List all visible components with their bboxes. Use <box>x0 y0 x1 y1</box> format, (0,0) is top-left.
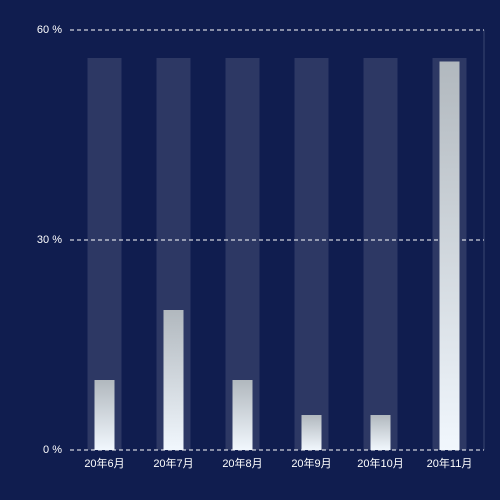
x-tick-label: 20年9月 <box>291 456 331 470</box>
bar <box>370 415 391 450</box>
bar-background <box>294 58 329 450</box>
x-tick-label: 20年7月 <box>153 456 193 470</box>
x-tick-label: 20年8月 <box>222 456 262 470</box>
bar <box>439 61 460 450</box>
bar <box>94 380 115 450</box>
bar <box>163 310 184 450</box>
y-tick-label: 60 % <box>37 24 62 36</box>
x-tick-label: 20年6月 <box>84 456 124 470</box>
y-tick-label: 30 % <box>37 234 62 246</box>
bar <box>301 415 322 450</box>
y-tick-label: 0 % <box>43 444 62 456</box>
bar-background <box>363 58 398 450</box>
bar <box>232 380 253 450</box>
x-tick-label: 20年11月 <box>427 456 473 470</box>
x-tick-label: 20年10月 <box>357 456 403 470</box>
